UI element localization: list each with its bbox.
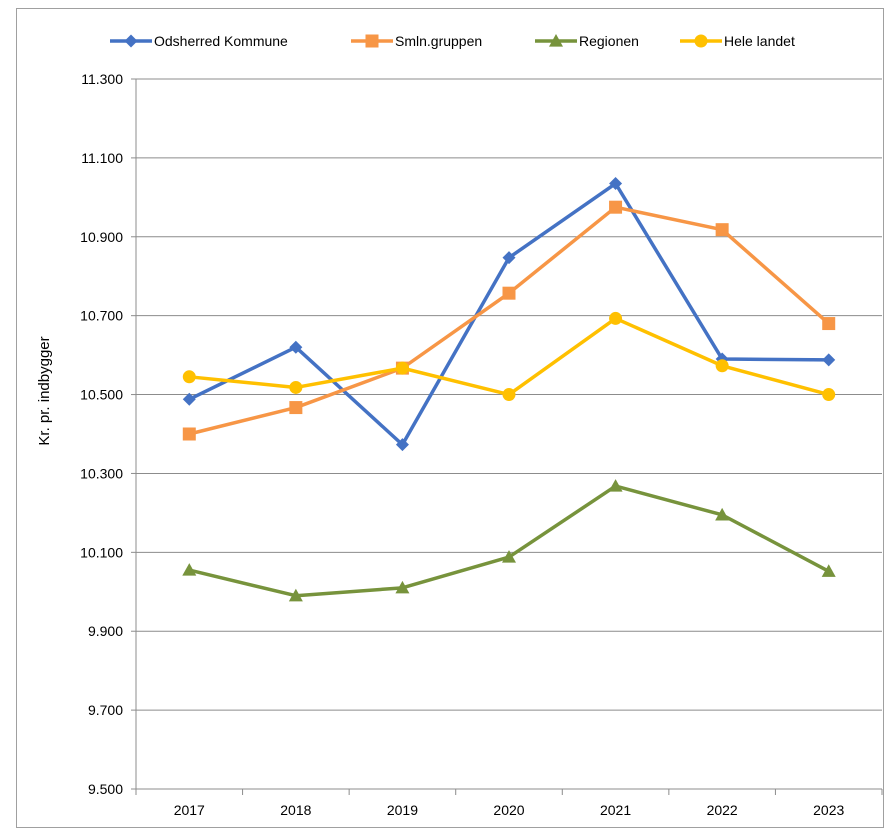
data-point xyxy=(822,353,836,367)
data-point xyxy=(715,223,729,237)
x-tick-label: 2021 xyxy=(600,802,631,818)
y-tick-label: 11.100 xyxy=(81,150,123,166)
data-point xyxy=(502,388,516,402)
chart-frame xyxy=(16,8,884,828)
data-point xyxy=(289,380,303,394)
data-point xyxy=(395,438,409,452)
legend-marker xyxy=(124,34,138,48)
legend-item: Regionen xyxy=(535,33,639,49)
y-tick-label: 9.700 xyxy=(88,702,123,718)
data-point xyxy=(502,251,516,265)
legend-item: Odsherred Kommune xyxy=(110,33,288,49)
x-tick-label: 2023 xyxy=(813,802,844,818)
series-hele-landet xyxy=(182,311,836,402)
y-tick-label: 9.900 xyxy=(88,623,123,639)
data-point xyxy=(182,563,197,576)
legend-label: Odsherred Kommune xyxy=(154,33,288,49)
series-regionen xyxy=(182,479,836,602)
gridlines xyxy=(136,78,882,711)
legend: Odsherred Kommune Smln.gruppen Regionen Hel… xyxy=(110,33,795,49)
legend-marker xyxy=(694,34,708,48)
x-tick-label: 2018 xyxy=(280,802,311,818)
x-tick-label: 2022 xyxy=(707,802,738,818)
y-tick-label: 9.500 xyxy=(88,781,123,797)
data-point xyxy=(822,317,836,331)
y-tick-label: 10.500 xyxy=(80,387,123,403)
y-tick-label: 11.300 xyxy=(81,71,123,87)
data-point xyxy=(288,588,303,602)
data-point xyxy=(182,370,196,384)
data-point xyxy=(822,388,836,402)
legend-marker xyxy=(365,34,379,48)
legend-item: Hele landet xyxy=(680,33,795,49)
x-tick-label: 2020 xyxy=(493,802,524,818)
legend-item: Smln.gruppen xyxy=(351,33,482,49)
y-tick-label: 10.700 xyxy=(80,308,123,324)
data-point xyxy=(609,177,623,191)
data-point xyxy=(289,340,303,354)
y-axis-label: Kr. pr. indbygger xyxy=(36,336,53,445)
data-point xyxy=(715,359,729,373)
data-point xyxy=(715,507,730,521)
legend-marker xyxy=(549,34,563,47)
data-point xyxy=(502,550,516,563)
legend-label: Regionen xyxy=(579,33,639,49)
y-tick-label: 10.300 xyxy=(80,465,123,481)
series-line xyxy=(189,316,830,397)
data-point xyxy=(182,392,196,406)
data-point xyxy=(395,361,409,375)
data-point xyxy=(502,286,516,300)
data-point xyxy=(289,401,303,415)
data-point xyxy=(182,427,196,441)
series-line xyxy=(188,181,829,447)
data-point xyxy=(608,479,623,492)
y-tick-label: 10.100 xyxy=(80,544,123,560)
data-point xyxy=(821,564,836,577)
data-point xyxy=(609,311,623,325)
y-tick-label: 10.900 xyxy=(80,229,123,245)
x-tick-label: 2017 xyxy=(174,802,205,818)
x-tick-label: 2019 xyxy=(387,802,418,818)
legend-label: Hele landet xyxy=(724,33,795,49)
axes: 9.500 9.700 9.900 10.100 10.300 10.500 10.700 1… xyxy=(80,71,883,818)
series-odsherred-kommune xyxy=(182,177,836,452)
series-line xyxy=(188,484,830,598)
data-point xyxy=(609,200,623,214)
legend-label: Smln.gruppen xyxy=(395,33,482,49)
data-point xyxy=(395,580,410,594)
series-lines xyxy=(182,177,836,602)
